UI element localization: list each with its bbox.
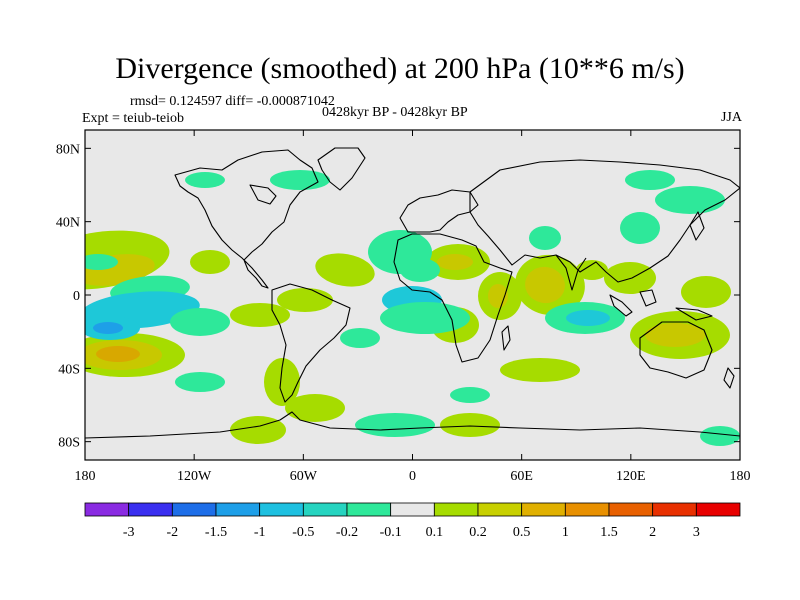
contour-region	[170, 308, 230, 336]
colorbar: -3 -2 -1.5 -1 -0.5 -0.2 -0.1 0.1 0.2 0.5 1 1.5 2 3	[84, 502, 741, 540]
colorbar-label: 3	[693, 525, 700, 540]
lat-tick-label: 0	[73, 289, 80, 304]
contour-region	[500, 358, 580, 382]
colorbar-label: -0.2	[336, 525, 358, 540]
colorbar-swatch	[128, 502, 173, 517]
contour-region	[315, 253, 375, 287]
coast-antarctica	[85, 411, 740, 439]
plot-title: Divergence (smoothed) at 200 hPa (10**6 …	[115, 52, 685, 85]
coast-india	[555, 254, 587, 291]
lon-tick-label: 60W	[290, 469, 318, 484]
lon-tick-label: 60E	[510, 469, 533, 484]
colorbar-label: -0.1	[380, 525, 402, 540]
colorbar-swatch	[215, 502, 261, 517]
contour-region	[190, 250, 230, 274]
coast-new-guinea	[675, 307, 713, 321]
lon-tick-label: 0	[409, 469, 416, 484]
colorbar-swatch	[433, 502, 479, 517]
contour-region	[620, 212, 660, 244]
lon-tick-label: 120E	[616, 469, 646, 484]
contour-region	[264, 358, 300, 406]
contour-region	[576, 260, 608, 280]
divergence-contours	[85, 170, 740, 446]
colorbar-swatch	[84, 502, 130, 517]
contour-region	[440, 413, 500, 437]
colorbar-label: 0.2	[469, 525, 487, 540]
contour-region	[185, 172, 225, 188]
lon-tick-label: 120W	[177, 469, 212, 484]
coast-borneo	[639, 289, 657, 307]
contour-region	[355, 413, 435, 437]
colorbar-swatch	[302, 502, 348, 517]
lat-tick-label: 80N	[56, 142, 80, 157]
contour-region	[655, 186, 725, 214]
season-label: JJA	[720, 110, 742, 125]
contour-region	[340, 328, 380, 348]
coast-new-zealand	[723, 367, 735, 389]
coastlines	[85, 147, 740, 439]
colorbar-label: 1	[562, 525, 569, 540]
coast-australia	[639, 321, 713, 379]
colorbar-swatch	[346, 502, 392, 517]
lon-tick-label: 180	[75, 469, 96, 484]
contour-region	[437, 254, 473, 270]
map-panel	[84, 129, 741, 461]
colorbar-swatch	[564, 502, 610, 517]
contour-region	[93, 322, 123, 334]
contour-region	[277, 288, 333, 312]
coast-sumatra	[609, 294, 633, 317]
colorbar-swatch	[259, 502, 304, 517]
colorbar-swatch	[477, 502, 523, 517]
coast-madagascar	[501, 325, 511, 351]
colorbar-swatch	[390, 502, 435, 517]
contour-region	[230, 303, 290, 327]
coast-north-america	[174, 149, 319, 289]
colorbar-label: 0.5	[513, 525, 531, 540]
lat-tick-label: 40N	[56, 216, 80, 231]
lon-tick-label: 180	[730, 469, 751, 484]
contour-region	[400, 258, 440, 282]
colorbar-label: -1	[254, 525, 266, 540]
colorbar-label: -0.5	[292, 525, 314, 540]
lat-tick-label: 40S	[58, 362, 80, 377]
colorbar-swatch	[171, 502, 217, 517]
colorbar-label: -1.5	[205, 525, 227, 540]
contour-region	[525, 266, 565, 304]
contour-region	[96, 346, 140, 362]
contour-region	[700, 426, 740, 446]
colorbar-label: -2	[166, 525, 178, 540]
colorbar-swatch	[695, 502, 741, 517]
coast-south-america	[271, 283, 351, 403]
contour-region	[85, 254, 118, 270]
contour-region	[625, 170, 675, 190]
colorbar-label: 0.1	[426, 525, 444, 540]
coast-greenland	[317, 147, 366, 191]
colorbar-swatch	[521, 502, 566, 517]
contour-region	[645, 323, 705, 347]
period-label: 0428kyr BP - 0428kyr BP	[322, 105, 468, 120]
contour-region	[230, 416, 286, 444]
contour-region	[270, 170, 330, 190]
contour-region	[450, 387, 490, 403]
colorbar-swatch	[608, 502, 654, 517]
coast-hudson	[249, 184, 277, 205]
contour-region	[529, 226, 561, 250]
colorbar-label: 2	[649, 525, 656, 540]
axis-ticks: 80N 40N 0 40S 80S 180 120W 60W 0 60E 120E 180	[56, 130, 751, 484]
experiment-label: Expt = teiub-teiob	[82, 111, 184, 126]
colorbar-swatch	[652, 502, 697, 517]
coast-asia	[469, 159, 740, 283]
colorbar-label: -3	[123, 525, 135, 540]
stats-text: rmsd= 0.124597 diff= -0.000871042	[130, 94, 335, 109]
contour-region	[566, 310, 610, 326]
contour-region	[380, 302, 470, 334]
lat-tick-label: 80S	[58, 436, 80, 451]
coast-africa	[393, 233, 513, 363]
contour-region	[285, 394, 345, 422]
contour-region	[681, 276, 731, 308]
contour-region	[175, 372, 225, 392]
colorbar-label: 1.5	[600, 525, 618, 540]
coast-japan	[689, 211, 705, 241]
